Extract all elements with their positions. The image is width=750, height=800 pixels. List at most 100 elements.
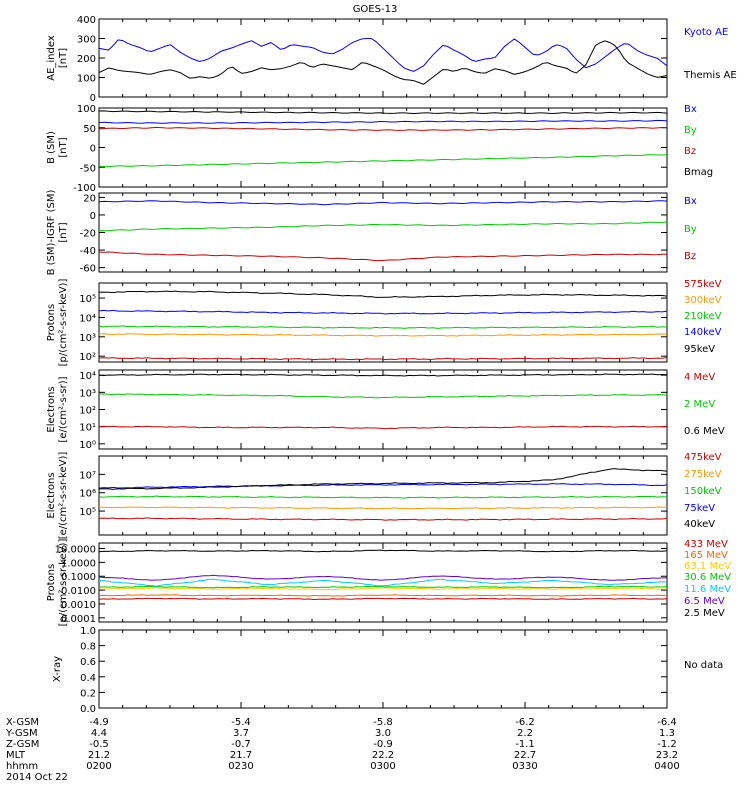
legend-entry: Bx xyxy=(684,196,697,207)
y-axis-label: B (SM) xyxy=(46,131,57,164)
legend-entry: Bz xyxy=(684,251,696,262)
series-line-433-mev xyxy=(98,597,668,601)
series-line-40kev xyxy=(98,468,668,490)
y-tick-label: 400 xyxy=(77,15,96,26)
ephemeris-value: -1.1 xyxy=(515,739,535,750)
ephemeris-value: 21.7 xyxy=(230,750,252,761)
y-axis-label: [e/(cm²-s-sr)] xyxy=(58,376,69,442)
y-tick-label: 300 xyxy=(77,35,96,46)
ephemeris-row-label: X-GSM xyxy=(6,717,39,728)
y-axis-label: [e/(cm²-s-sr-keV)] xyxy=(58,452,69,540)
series-line-2-mev xyxy=(98,393,668,399)
legend-entry: 140keV xyxy=(684,327,722,338)
y-tick-label: -50 xyxy=(80,163,96,174)
y-axis-label: X-ray xyxy=(52,656,63,682)
series-line-bx xyxy=(98,119,668,124)
ephemeris-value: -5.4 xyxy=(231,717,251,728)
ephemeris-value: 0200 xyxy=(86,761,111,772)
panel-8: 0.0 0.2 0.4 0.6 0.8 1.0 X-ray No data xyxy=(52,626,723,715)
legend-entry: 275keV xyxy=(684,469,722,480)
series-line-2-5-mev xyxy=(98,549,668,553)
y-tick-label: 10¹ xyxy=(79,423,96,434)
ephemeris-value: -0.9 xyxy=(373,739,393,750)
y-tick-label: 1.0 xyxy=(80,626,96,637)
ephemeris-value: 21.2 xyxy=(88,750,110,761)
legend-entry: 4 MeV xyxy=(684,372,715,383)
figure-title: GOES-13 xyxy=(353,4,398,15)
panel-frame xyxy=(98,369,668,450)
y-axis-label: [nT] xyxy=(58,137,69,157)
series-line-kyoto-ae xyxy=(98,38,668,72)
series-line-6-5-mev xyxy=(98,574,668,581)
ephemeris-value: 0330 xyxy=(512,761,537,772)
y-tick-label: 1.0000 xyxy=(61,558,96,569)
ephemeris-value: -0.7 xyxy=(231,739,251,750)
y-tick-label: 10⁴ xyxy=(79,371,96,382)
panel-7: 0.0001 0.0010 0.0100 0.1000 1.0000 10.0000 Pro… xyxy=(46,539,731,627)
legend-entry: Bmag xyxy=(684,167,713,178)
legend-entry: By xyxy=(684,125,697,136)
ephemeris-value: 3.7 xyxy=(233,728,249,739)
ephemeris-value: 0400 xyxy=(654,761,679,772)
y-tick-label: 10⁵ xyxy=(79,294,96,305)
series-line-bx xyxy=(98,200,668,206)
legend-entry: 300keV xyxy=(684,295,722,306)
y-tick-label: 10⁶ xyxy=(79,489,96,500)
y-axis-label: B (SM)-IGRF (SM) xyxy=(46,190,57,276)
ephemeris-value: 22.2 xyxy=(372,750,394,761)
legend-entry: 150keV xyxy=(684,486,722,497)
y-axis-label: [nT] xyxy=(58,222,69,242)
legend-entry: 2 MeV xyxy=(684,399,715,410)
y-tick-label: 10⁵ xyxy=(79,507,96,518)
ephemeris-table: X-GSM -4.9 -5.4 -5.8 -6.2 -6.4 Y-GSM 4.4 3.7 3.0 2… xyxy=(5,717,680,783)
ephemeris-value: -0.5 xyxy=(89,739,109,750)
y-tick-label: 0.0001 xyxy=(61,614,96,625)
series-line-bz xyxy=(98,126,667,131)
series-line-30-6-mev xyxy=(98,585,668,589)
y-tick-label: 0.4 xyxy=(80,673,96,684)
series-line-4-mev xyxy=(98,425,668,430)
y-tick-label: 0 xyxy=(90,93,96,104)
ephemeris-value: 2.2 xyxy=(517,728,533,739)
ephemeris-row-label: MLT xyxy=(6,750,26,761)
panel-frame xyxy=(98,18,668,98)
legend-entry: Bx xyxy=(684,104,697,115)
panel-6: 10⁵ 10⁶ 10⁷ Electrons [e/(cm²-s-sr-keV)] 475k… xyxy=(46,452,722,540)
legend-entry: 95keV xyxy=(684,344,715,355)
y-tick-label: -100 xyxy=(73,183,96,194)
legend-entry: 210keV xyxy=(684,311,722,322)
ephemeris-value: 0300 xyxy=(370,761,395,772)
y-tick-label: 10⁷ xyxy=(79,470,96,481)
series-line-475kev xyxy=(98,517,668,521)
ephemeris-row-label: hhmm xyxy=(6,761,38,772)
legend-entry: 433 MeV xyxy=(684,539,728,550)
y-tick-label: 200 xyxy=(77,54,96,65)
panel-3: -60 -40 -20 0 20 B (SM)-IGRF (SM) [nT] Bx By Bz xyxy=(46,190,697,276)
y-tick-label: 0 xyxy=(90,144,96,155)
y-tick-label: 0.6 xyxy=(80,657,96,668)
legend-entry: 40keV xyxy=(684,519,715,530)
y-tick-label: 10.0000 xyxy=(55,545,96,556)
y-axis-label: [p/(cm²-s-sr-keV)] xyxy=(58,539,69,627)
legend-entry: 11.6 MeV xyxy=(684,584,731,595)
series-line-575kev xyxy=(98,357,668,361)
legend-entry: By xyxy=(684,224,697,235)
ephemeris-date: 2014 Oct 22 xyxy=(6,772,68,783)
y-axis-label: AE_index xyxy=(46,35,57,81)
series-line-165-mev xyxy=(98,594,668,597)
series-line-275kev xyxy=(98,506,668,510)
legend-entry: 30.6 MeV xyxy=(684,572,731,583)
y-tick-label: 0 xyxy=(90,211,96,222)
y-axis-label: [p/(cm²-s-sr-keV)] xyxy=(58,279,69,367)
ephemeris-value: -1.2 xyxy=(657,739,677,750)
legend-entry: Themis AE xyxy=(683,70,737,81)
legend-entry: 6.5 MeV xyxy=(684,596,725,607)
y-tick-label: 10² xyxy=(79,406,96,417)
legend-entry: 75keV xyxy=(684,503,715,514)
legend-entry: 2.5 MeV xyxy=(684,608,725,619)
y-tick-label: 0.2 xyxy=(80,688,96,699)
y-axis-label: [nT] xyxy=(58,48,69,68)
y-tick-label: 10³ xyxy=(79,388,96,399)
ephemeris-value: -6.2 xyxy=(515,717,535,728)
